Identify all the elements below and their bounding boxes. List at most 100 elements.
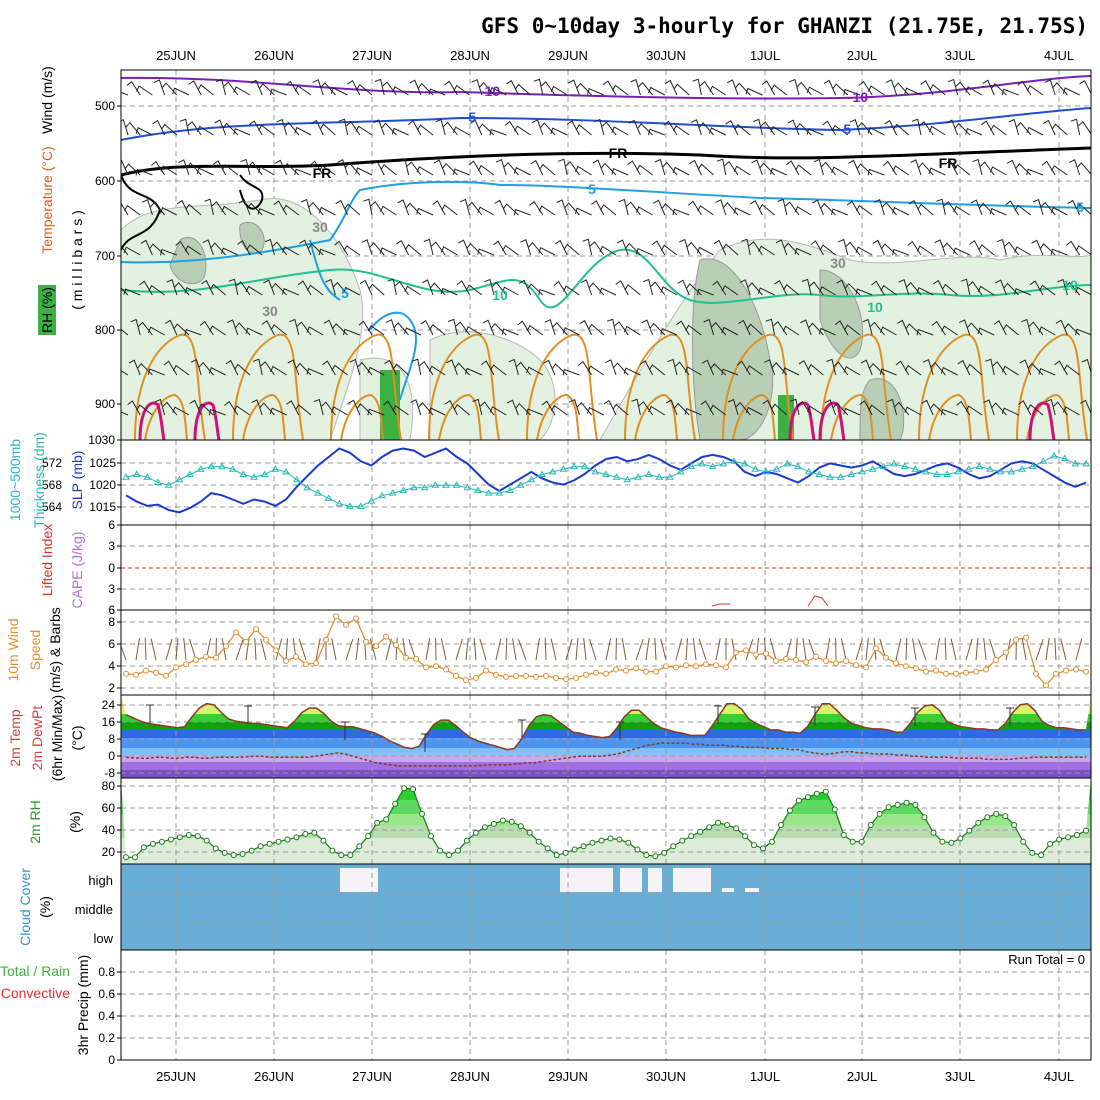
- wind-speed-point: [313, 660, 319, 667]
- wind-barb-icon: [831, 166, 849, 176]
- tick-label: 4: [108, 659, 115, 673]
- contour-plus20: [830, 393, 874, 440]
- wind-barb-icon: [233, 128, 251, 136]
- wind-speed-point: [143, 667, 149, 674]
- tick-label: 0.2: [98, 1031, 115, 1045]
- wind-speed-point: [893, 660, 899, 667]
- wind-barb-icon: [135, 126, 153, 136]
- wind-speed-point: [403, 654, 409, 661]
- wind-barb-icon: [469, 119, 483, 136]
- wind-barb-icon: [331, 638, 337, 661]
- wind-barb-icon: [602, 80, 617, 96]
- wind-barb-icon: [258, 124, 275, 136]
- wind-barb-icon: [910, 159, 922, 176]
- axis-label: 3hr Precip (mm): [75, 955, 91, 1055]
- wind-barb-icon: [502, 244, 519, 256]
- wind-speed-point: [683, 662, 689, 669]
- thickness-point: [1050, 451, 1058, 459]
- wind-barb-icon: [811, 199, 824, 216]
- wind-speed-point: [1023, 634, 1029, 641]
- wind-barb-icon: [428, 407, 446, 416]
- wind-barb-icon: [856, 163, 873, 176]
- wind-barb-icon: [123, 246, 141, 256]
- wind-barb-icon: [282, 204, 300, 216]
- wind-barb-icon: [587, 323, 605, 336]
- tick-label: 20: [102, 845, 116, 859]
- wind-barb-icon: [635, 639, 644, 661]
- axis-label: (m/s) & Barbs: [47, 607, 63, 693]
- wind-barb-icon: [631, 398, 641, 416]
- wind-barb-icon: [810, 240, 824, 256]
- wind-barb-icon: [819, 286, 836, 296]
- wind-barb-icon: [563, 243, 580, 256]
- rh-point: [526, 829, 533, 836]
- wind-barb-icon: [306, 368, 324, 376]
- wind-speed-point: [303, 661, 309, 668]
- wind-barb-icon: [135, 168, 153, 176]
- wind-barb-icon: [558, 158, 568, 176]
- wind-barb-icon: [1021, 318, 1032, 336]
- thickness-point: [218, 462, 226, 470]
- wind-speed-point: [643, 668, 649, 675]
- wind-speed-point: [763, 650, 769, 657]
- rh-point: [984, 814, 991, 821]
- rh-point: [455, 847, 461, 854]
- thickness-point: [378, 491, 386, 499]
- precip-conv-label: Convective: [1, 985, 70, 1001]
- date-label-top: 1JUL: [750, 48, 780, 63]
- wind-barb-icon: [592, 159, 605, 176]
- wind-speed-point: [273, 647, 279, 654]
- wind-barb-icon: [977, 327, 995, 336]
- thickness-point: [996, 467, 1005, 475]
- contour-label: -10: [480, 83, 500, 99]
- rh-point: [365, 833, 372, 840]
- thickness-point: [655, 473, 664, 480]
- temp-color-band: [121, 748, 1091, 755]
- wind-barb-icon: [824, 399, 837, 416]
- wind-barb-icon: [356, 83, 373, 96]
- contour-label: -5: [464, 109, 477, 125]
- wind-barb-icon: [315, 638, 321, 661]
- axis-label: (6hr Min/Max): [49, 695, 65, 781]
- wind-barb-icon: [121, 370, 129, 376]
- wind-speed-point: [453, 672, 459, 679]
- wind-barb-icon: [1038, 368, 1056, 376]
- wind-speed-point: [723, 664, 729, 671]
- wind-barb-icon: [685, 638, 688, 661]
- wind-barb-icon: [834, 320, 849, 336]
- rh-point: [894, 801, 901, 808]
- wind-barb-icon: [1038, 326, 1056, 336]
- rh-point: [517, 823, 524, 830]
- contour-label: 10: [1062, 277, 1078, 293]
- wind-barb-icon: [533, 78, 544, 96]
- thickness-point: [324, 494, 333, 501]
- wind-speed-point: [133, 671, 139, 678]
- contour-label: -5: [839, 121, 852, 137]
- slp-line: [125, 447, 1087, 514]
- wind-barb-icon: [751, 159, 763, 176]
- tick-label: 900: [95, 397, 115, 411]
- wind-barb-icon: [777, 198, 788, 216]
- wind-barb-icon: [820, 202, 836, 216]
- wind-barb-icon: [660, 286, 678, 296]
- wind-barb-icon: [124, 163, 141, 176]
- wind-barb-icon: [944, 637, 947, 661]
- wind-barb-icon: [734, 123, 751, 136]
- thickness-point: [751, 465, 760, 472]
- thickness-point: [399, 486, 408, 493]
- wind-barb-icon: [635, 248, 653, 256]
- clear-sky-gap: [745, 888, 759, 892]
- wind-barb-icon: [477, 248, 495, 256]
- wind-barb-icon: [202, 239, 214, 256]
- wind-barb-icon: [965, 405, 983, 416]
- wind-barb-icon: [692, 78, 702, 96]
- thickness-point: [260, 470, 269, 477]
- wind-speed-point: [323, 636, 329, 643]
- wind-barb-icon: [1055, 319, 1068, 336]
- wind-barb-icon: [538, 288, 556, 296]
- tick-label: 600: [95, 174, 115, 188]
- thickness-point: [943, 470, 952, 477]
- wind-barb-icon: [916, 245, 934, 256]
- wind-barb-icon: [789, 78, 800, 96]
- lifted-index-line: [807, 595, 829, 607]
